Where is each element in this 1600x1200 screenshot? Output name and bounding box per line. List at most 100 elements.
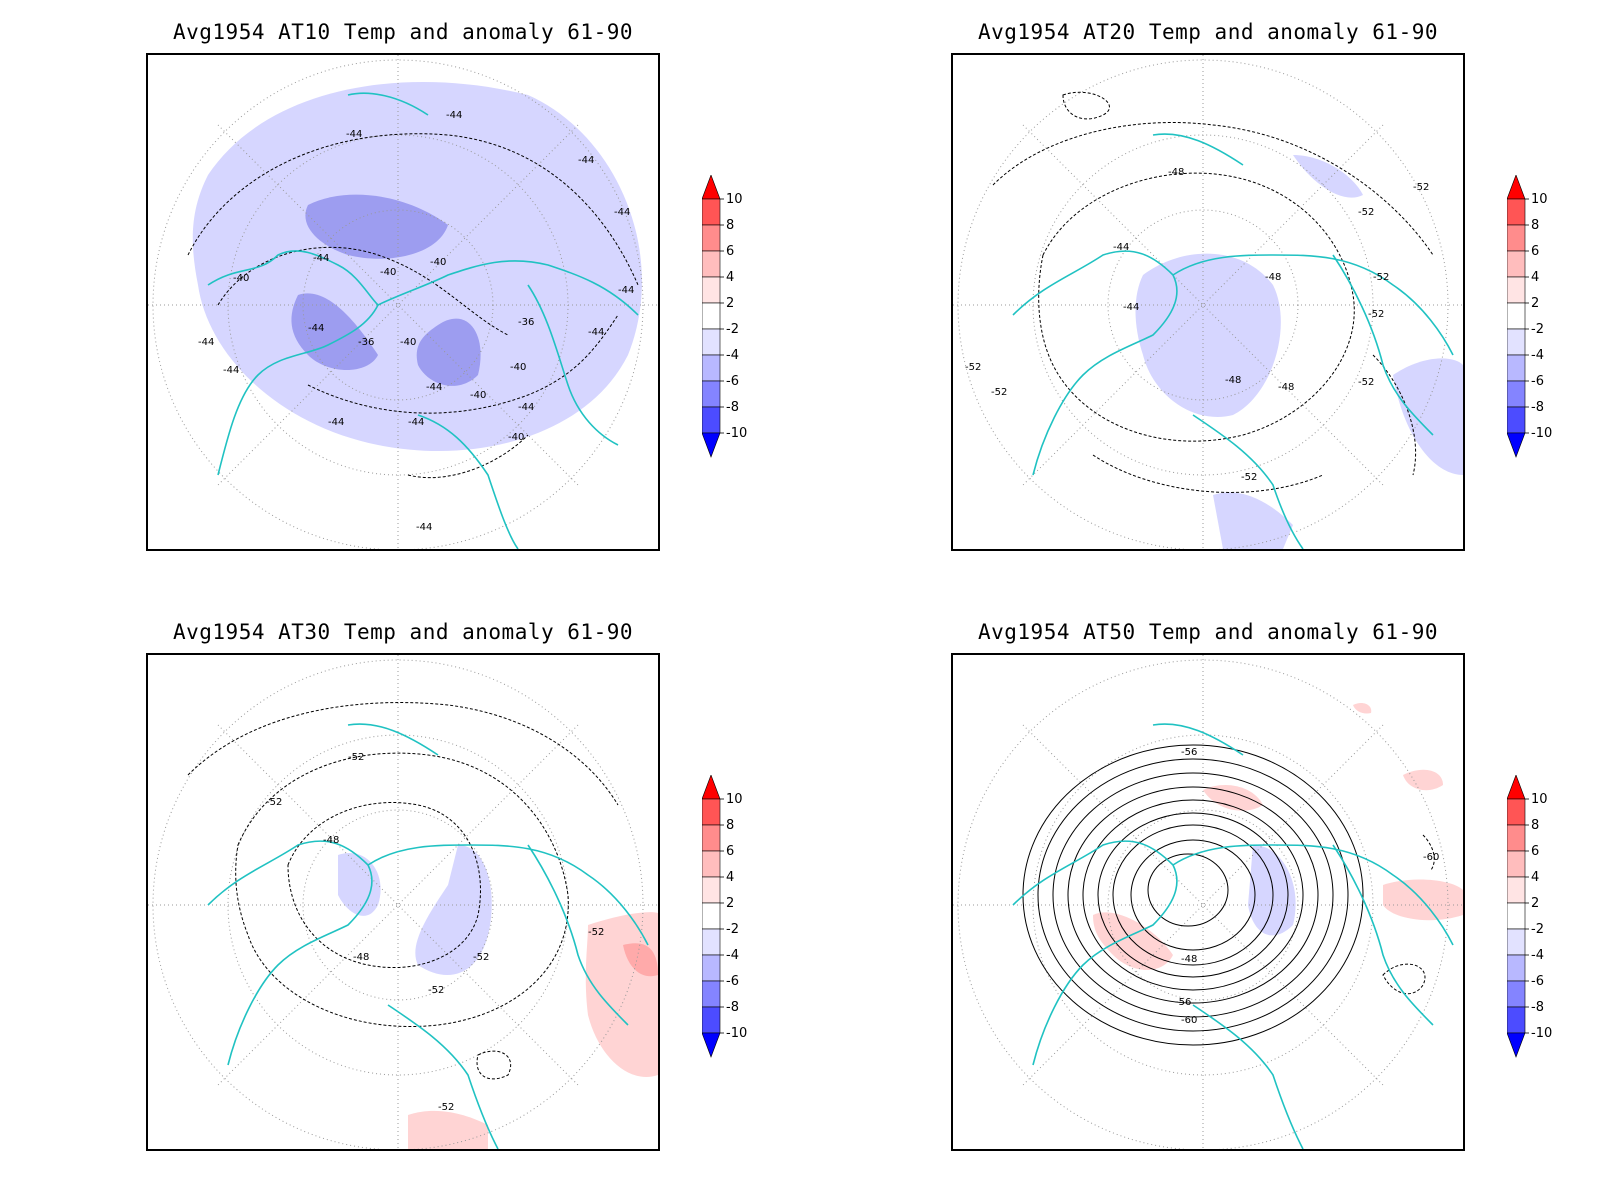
panel-title: Avg1954 AT30 Temp and anomaly 61-90 bbox=[172, 620, 633, 644]
anomaly-pos1-area bbox=[1383, 879, 1463, 921]
contour-label: -44 bbox=[408, 417, 424, 428]
contour-label: -44 bbox=[614, 207, 630, 218]
coastline bbox=[1192, 1004, 1304, 1149]
contour-line bbox=[187, 702, 619, 806]
colorbar-bottom-arrow bbox=[701, 1032, 721, 1058]
coastline bbox=[1152, 723, 1244, 756]
contour-label: -36 bbox=[358, 337, 374, 348]
colorbar-label: 8 bbox=[726, 218, 734, 233]
contour-label: -52 bbox=[991, 387, 1007, 398]
contour-label: -44 bbox=[578, 155, 594, 166]
contour-label: -60 bbox=[1423, 852, 1439, 863]
contour-line bbox=[1112, 824, 1274, 966]
colorbar-segment bbox=[701, 380, 721, 408]
contour-label: -48 bbox=[353, 952, 369, 963]
contour-line bbox=[1372, 354, 1417, 476]
anomaly-pos1-area bbox=[1203, 785, 1263, 811]
coastline bbox=[1012, 840, 1178, 1066]
colorbar-label: 2 bbox=[726, 896, 734, 911]
polar-map-at20: -48 -52 -52 -44 -44 -48 -52 -52 -52 -52 … bbox=[951, 53, 1465, 551]
contour-label: -44 bbox=[198, 337, 214, 348]
contour-label: -52 bbox=[473, 952, 489, 963]
contour-line bbox=[1382, 963, 1426, 995]
contour-label: -48 bbox=[1181, 954, 1197, 965]
colorbar-segment bbox=[701, 824, 721, 852]
colorbar-label: 10 bbox=[1531, 792, 1548, 807]
colorbar-label: -4 bbox=[726, 348, 739, 363]
colorbar-label: -6 bbox=[726, 374, 739, 389]
contour-line bbox=[1038, 172, 1355, 442]
contour-label: -48 bbox=[323, 835, 339, 846]
contour-label: -40 bbox=[510, 362, 526, 373]
contour-line bbox=[1037, 758, 1349, 1032]
colorbar-segment bbox=[701, 798, 721, 826]
coastline bbox=[527, 284, 619, 446]
contour-label: -52 bbox=[428, 985, 444, 996]
colorbar-segment bbox=[1506, 380, 1526, 408]
colorbar-top-arrow bbox=[1506, 174, 1526, 200]
colorbar-top-arrow bbox=[1506, 774, 1526, 800]
anomaly-neg1-area bbox=[415, 845, 492, 975]
colorbar-segment bbox=[1506, 354, 1526, 382]
anomaly-neg1-area bbox=[192, 81, 642, 452]
coastline bbox=[1192, 414, 1304, 549]
coastline bbox=[367, 844, 649, 946]
contour-label: -40 bbox=[233, 273, 249, 284]
colorbar-label: -4 bbox=[1531, 948, 1544, 963]
contour-label: -52 bbox=[1241, 472, 1257, 483]
contour-line bbox=[1082, 799, 1304, 991]
coastline bbox=[1012, 250, 1178, 476]
contour-label: -44 bbox=[446, 110, 462, 121]
colorbar-label: -8 bbox=[1531, 400, 1544, 415]
contour-label: -52 bbox=[1413, 182, 1429, 193]
contour-line bbox=[1422, 834, 1435, 871]
colorbar-label: -2 bbox=[726, 322, 739, 337]
colorbar-label: -8 bbox=[726, 1000, 739, 1015]
coastline bbox=[1332, 844, 1434, 1026]
coastline bbox=[207, 840, 373, 1066]
colorbar-label: 8 bbox=[1531, 218, 1539, 233]
colorbar-segment bbox=[1506, 902, 1526, 930]
colorbar-segment bbox=[701, 876, 721, 904]
colorbar-label: 6 bbox=[726, 844, 734, 859]
colorbar-label: 4 bbox=[726, 270, 734, 285]
anomaly-neg1-area bbox=[1213, 492, 1293, 549]
contour-label: -40 bbox=[380, 267, 396, 278]
colorbar-segment bbox=[701, 276, 721, 304]
colorbar-segment bbox=[701, 1006, 721, 1034]
colorbar-label: -6 bbox=[726, 974, 739, 989]
contour-label: -56 bbox=[1181, 747, 1197, 758]
colorbar-label: 4 bbox=[1531, 870, 1539, 885]
contour-label: -48 bbox=[1278, 382, 1294, 393]
coastline bbox=[1172, 844, 1454, 946]
colorbar-label: -8 bbox=[1531, 1000, 1544, 1015]
contour-label: -40 bbox=[470, 390, 486, 401]
contour-label: -44 bbox=[308, 323, 324, 334]
colorbar-segment bbox=[701, 354, 721, 382]
panel-title: Avg1954 AT10 Temp and anomaly 61-90 bbox=[172, 20, 633, 44]
coastline bbox=[417, 414, 519, 549]
colorbar-label: -10 bbox=[1531, 426, 1552, 441]
colorbar-segment bbox=[1506, 224, 1526, 252]
panel-title: Avg1954 AT20 Temp and anomaly 61-90 bbox=[977, 20, 1438, 44]
colorbar-segment bbox=[701, 902, 721, 930]
coastline bbox=[1152, 133, 1244, 166]
colorbar-label: 4 bbox=[726, 870, 734, 885]
colorbar-label: 2 bbox=[1531, 896, 1539, 911]
colorbar-label: 4 bbox=[1531, 270, 1539, 285]
colorbar-segment bbox=[701, 250, 721, 278]
contour-line bbox=[476, 1050, 512, 1080]
contour-label: -44 bbox=[313, 253, 329, 264]
colorbar: 10 8 6 4 2 -2 -4 -6 -8 -10 bbox=[701, 174, 762, 465]
contour-line bbox=[287, 802, 481, 969]
contour-line bbox=[1067, 786, 1319, 1004]
colorbar-label: 2 bbox=[726, 296, 734, 311]
contour-label: -52 bbox=[1373, 272, 1389, 283]
anomaly-neg2-area bbox=[416, 318, 481, 386]
colorbar-segment bbox=[1506, 406, 1526, 434]
contour-label: -44 bbox=[1113, 242, 1129, 253]
colorbar-label: 8 bbox=[726, 818, 734, 833]
colorbar-segment bbox=[1506, 198, 1526, 226]
anomaly-pos2-area bbox=[623, 943, 658, 977]
contour-label: -52 bbox=[588, 927, 604, 938]
